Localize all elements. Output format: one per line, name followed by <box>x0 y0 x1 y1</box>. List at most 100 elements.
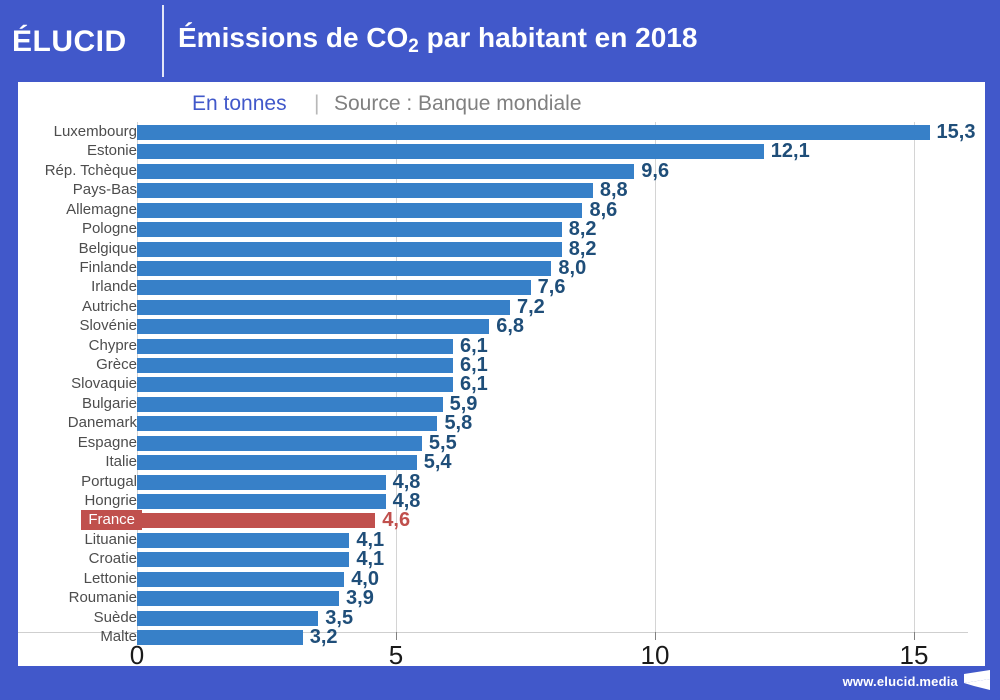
bar-value-label: 3,9 <box>346 587 374 610</box>
gridline <box>396 122 397 632</box>
bar-row: Portugal 4,8 <box>18 471 985 493</box>
bar-value-label: 15,3 <box>936 121 976 143</box>
bar <box>137 222 562 238</box>
bar <box>137 299 510 315</box>
footer-website-url[interactable]: www.elucid.media <box>842 674 958 689</box>
bar <box>137 183 593 199</box>
bar-row: Finlande 8,0 <box>18 256 985 279</box>
flag-arrow-svg <box>964 670 990 690</box>
bar-value-label: 5,8 <box>444 412 473 435</box>
category-label: Malte <box>100 627 137 645</box>
chart-panel: En tonnes | Source : Banque mondiale Lux… <box>18 82 985 670</box>
bar <box>137 241 562 257</box>
bar-row: Rép. Tchèque 9,6 <box>18 160 985 182</box>
category-label: Portugal <box>81 472 137 490</box>
bar-row: Pologne 8,2 <box>18 218 985 241</box>
bar <box>137 435 422 451</box>
category-label: Roumanie <box>68 589 137 607</box>
bar <box>137 319 490 335</box>
bar-value-label: 8,8 <box>599 179 628 202</box>
bar-value-label: 7,2 <box>516 295 545 318</box>
category-label: Lettonie <box>83 569 137 587</box>
bar-value-label: 4,1 <box>356 548 385 571</box>
bar-row: Slovaquie 6,1 <box>18 373 985 396</box>
bar <box>137 260 552 276</box>
category-label: Rép. Tchèque <box>44 161 137 179</box>
bar-row: Espagne 5,5 <box>18 432 985 454</box>
category-label: Suède <box>93 608 137 626</box>
category-label: Belgique <box>78 239 137 257</box>
bar-row: France 4,6 <box>18 509 985 532</box>
bar-row: Lituanie 4,1 <box>18 528 985 551</box>
bar-row: Croatie 4,1 <box>18 548 985 571</box>
bar-row: Autriche 7,2 <box>18 295 985 318</box>
bar-row: Luxembourg 15,3 <box>18 121 985 143</box>
header-divider <box>162 5 164 77</box>
gridline <box>914 122 915 632</box>
bar <box>137 125 930 140</box>
category-label: Irlande <box>91 278 137 296</box>
bar <box>137 610 319 626</box>
x-axis-tick <box>655 632 656 640</box>
x-axis-tick-label: 5 <box>388 640 404 670</box>
bar-value-label: 6,8 <box>496 315 525 338</box>
category-label: Estonie <box>86 142 137 160</box>
category-label: Autriche <box>81 297 137 315</box>
bar-value-label: 8,6 <box>589 198 618 221</box>
bar-value-label: 4,1 <box>356 528 385 551</box>
bar-row: Roumanie 3,9 <box>18 587 985 610</box>
bar-value-label: 8,0 <box>558 256 587 279</box>
category-label: Hongrie <box>84 491 137 509</box>
bar-value-label: 12,1 <box>770 140 810 163</box>
gridline <box>655 122 656 632</box>
bar-row: Danemark 5,8 <box>18 412 985 435</box>
bar <box>137 280 531 296</box>
category-label: Lituanie <box>84 530 137 548</box>
bar <box>137 532 350 548</box>
bar <box>137 493 386 509</box>
category-label: Grèce <box>96 356 137 374</box>
bar <box>137 629 303 645</box>
chart-subtitle: En tonnes | Source : Banque mondiale <box>18 88 985 122</box>
category-label: Croatie <box>88 550 137 568</box>
chart-unit-label: En tonnes <box>192 92 287 115</box>
bar-row: Lettonie 4,0 <box>18 568 985 590</box>
bar-row: Italie 5,4 <box>18 451 985 474</box>
page-title-tail: par habitant en 2018 <box>418 22 698 53</box>
category-label: Italie <box>105 453 137 471</box>
bar <box>137 396 443 412</box>
bar <box>137 552 350 568</box>
chart-source-label: Source : Banque mondiale <box>334 92 582 115</box>
bar-value-label: 6,1 <box>459 354 488 377</box>
bar <box>137 358 453 374</box>
app-footer: www.elucid.media <box>0 666 1000 700</box>
subtitle-separator: | <box>314 92 320 115</box>
bar-value-label: 5,9 <box>449 392 478 415</box>
bar-value-label: 6,1 <box>459 373 488 396</box>
bar-value-label: 4,6 <box>382 509 411 532</box>
category-label: Slovénie <box>79 317 137 335</box>
category-label: Pologne <box>81 220 137 238</box>
flag-arrow-icon <box>962 670 992 692</box>
bar-row: Slovénie 6,8 <box>18 315 985 338</box>
category-label: Pays-Bas <box>72 181 137 199</box>
elucid-logo: ÉLUCID <box>12 22 152 62</box>
bar-row: Chypre 6,1 <box>18 335 985 357</box>
bar <box>137 455 417 471</box>
bar-row: Hongrie 4,8 <box>18 490 985 512</box>
bar-row: Bulgarie 5,9 <box>18 392 985 415</box>
bar-chart-plot: Luxembourg 15,3 Estonie 12,1 Rép. Tchèque 9,6… <box>18 121 985 670</box>
x-axis-tick <box>914 632 915 640</box>
bar-value-label: 8,2 <box>568 218 597 241</box>
bar <box>137 416 438 432</box>
x-axis-tick-label: 0 <box>129 640 145 670</box>
bar <box>137 377 453 393</box>
category-label: Luxembourg <box>53 123 137 140</box>
bar <box>137 163 635 179</box>
bar-value-label: 5,4 <box>423 451 452 474</box>
category-label: Chypre <box>88 336 137 354</box>
bar <box>137 474 386 490</box>
elucid-logo-text: ÉLUCID <box>12 25 127 58</box>
bar <box>137 571 345 587</box>
bar-value-label: 3,2 <box>309 625 338 648</box>
